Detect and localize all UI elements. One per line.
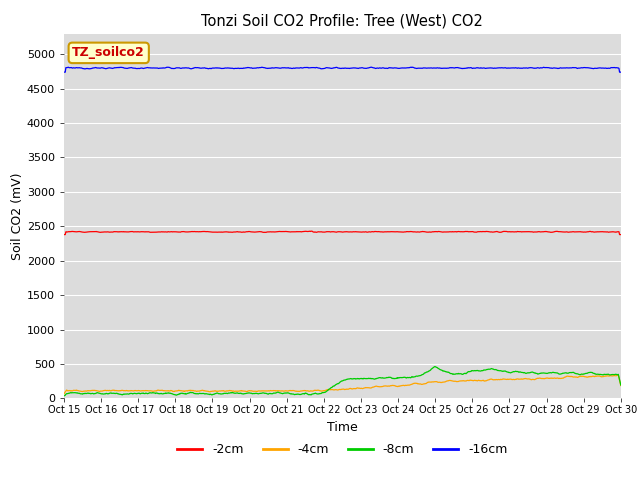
Text: TZ_soilco2: TZ_soilco2 <box>72 47 145 60</box>
X-axis label: Time: Time <box>327 421 358 434</box>
Y-axis label: Soil CO2 (mV): Soil CO2 (mV) <box>11 172 24 260</box>
Legend: -2cm, -4cm, -8cm, -16cm: -2cm, -4cm, -8cm, -16cm <box>172 438 513 461</box>
Title: Tonzi Soil CO2 Profile: Tree (West) CO2: Tonzi Soil CO2 Profile: Tree (West) CO2 <box>202 13 483 28</box>
